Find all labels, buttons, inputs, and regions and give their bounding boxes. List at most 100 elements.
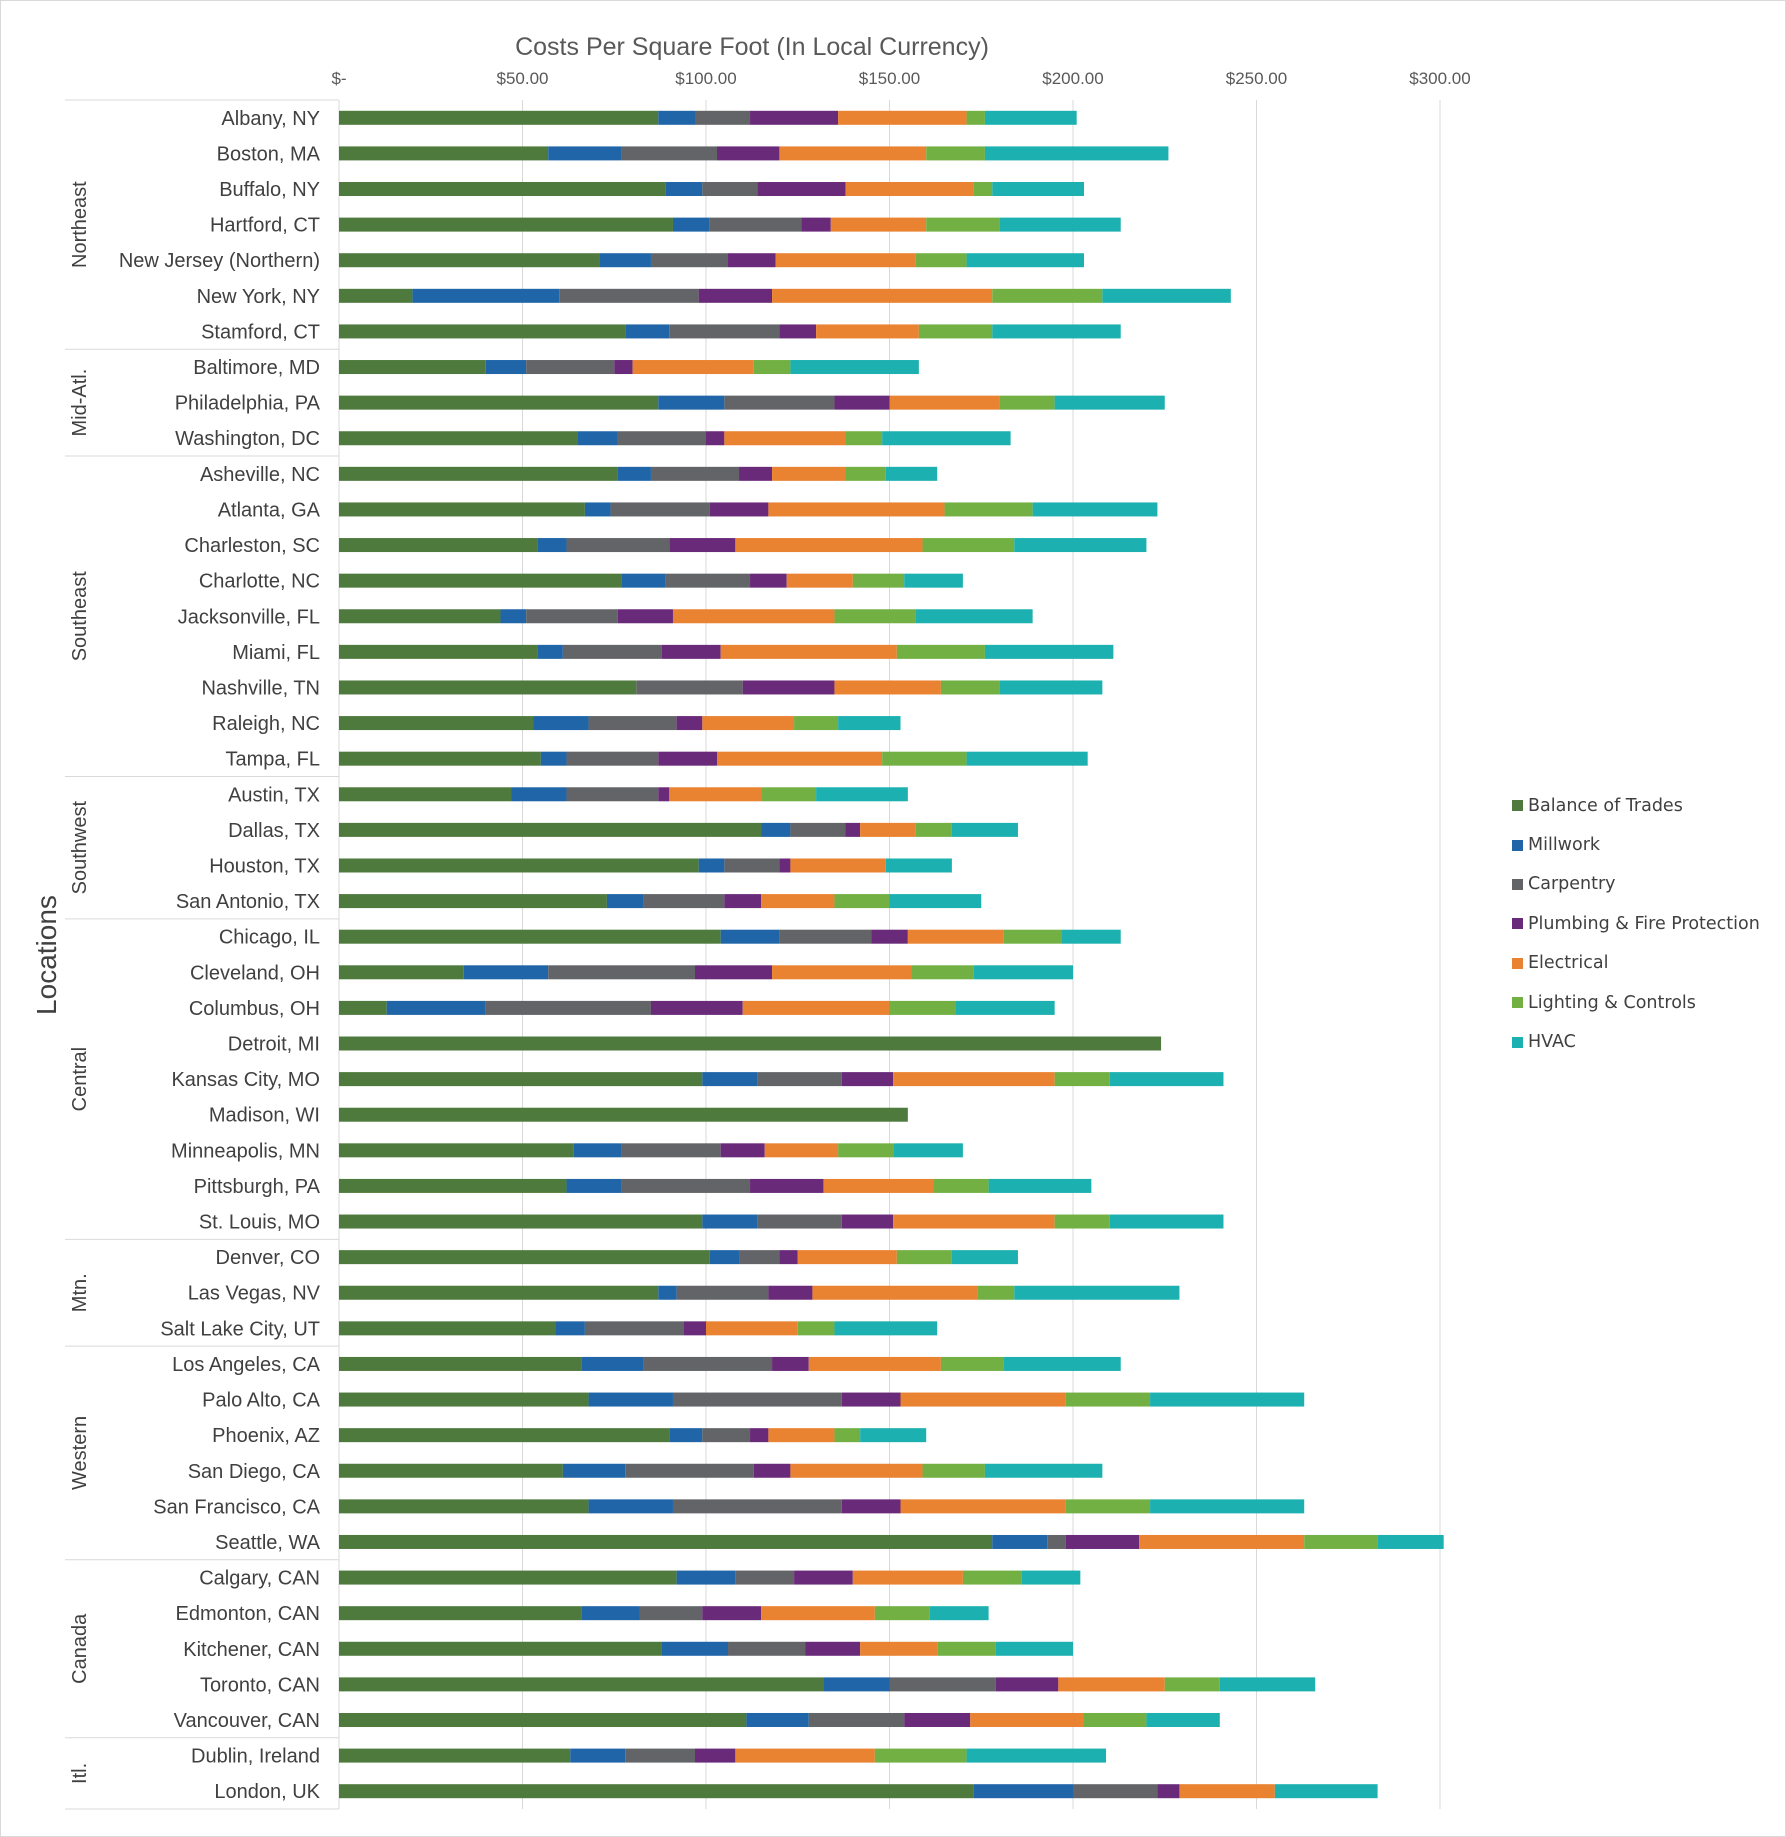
legend-swatch	[1512, 878, 1523, 890]
bar-segment	[339, 217, 673, 232]
bar-segment	[882, 751, 967, 766]
bar-segment	[772, 965, 912, 980]
bar-segment	[768, 502, 945, 517]
bar-segment	[845, 466, 886, 481]
x-tick-label: $200.00	[1042, 69, 1103, 88]
bar-segment	[339, 466, 618, 481]
bar-segment	[1164, 1677, 1220, 1692]
bar-segment	[625, 324, 670, 339]
category-label: Los Angeles, CA	[172, 1354, 321, 1376]
bar-segment	[988, 1178, 1092, 1193]
bar-segment	[1065, 1392, 1151, 1407]
bar-segment	[702, 1072, 758, 1087]
bar-segment	[889, 1000, 956, 1015]
bar-segment	[511, 787, 567, 802]
bar-segment	[966, 1748, 1107, 1763]
bar-segment	[772, 1356, 809, 1371]
bar-segment	[768, 1285, 813, 1300]
bar-segment	[973, 1784, 1073, 1799]
bar-segment	[584, 1321, 684, 1336]
bar-segment	[1073, 1784, 1158, 1799]
bar-segment	[742, 1000, 890, 1015]
bar-segment	[709, 502, 769, 517]
bar-segment	[970, 1712, 1085, 1727]
bar-segment	[742, 680, 835, 695]
bar-segment	[621, 1143, 721, 1158]
bar-segment	[617, 431, 706, 446]
bar-segment	[885, 466, 938, 481]
bar-segment	[559, 288, 699, 303]
bar-segment	[1061, 929, 1121, 944]
bar-segment	[584, 502, 611, 517]
bar-segment	[339, 1214, 703, 1229]
bar-segment	[617, 609, 673, 624]
bar-segment	[966, 751, 1088, 766]
bar-segment	[339, 1748, 571, 1763]
bar-segment	[625, 1748, 695, 1763]
bar-segment	[757, 1072, 842, 1087]
bar-segment	[860, 822, 916, 837]
bar-segment	[940, 1356, 1004, 1371]
group-label: Mtn.	[69, 1273, 91, 1312]
bar-segment	[339, 110, 659, 125]
bar-segment	[643, 894, 725, 909]
bar-segment	[694, 1748, 736, 1763]
bar-segment	[339, 1606, 582, 1621]
bar-segment	[915, 253, 967, 268]
bar-segment	[1054, 1072, 1110, 1087]
bar-segment	[339, 965, 464, 980]
category-label: Denver, CO	[216, 1247, 320, 1269]
category-label: Minneapolis, MN	[171, 1140, 320, 1162]
bar-segment	[728, 253, 776, 268]
group-label: Western	[69, 1416, 91, 1490]
bar-segment	[533, 716, 589, 731]
legend-swatch	[1512, 839, 1523, 851]
bar-segment	[999, 680, 1103, 695]
bar-segment	[617, 466, 651, 481]
category-label: Palo Alto, CA	[202, 1390, 321, 1412]
bar-segment	[750, 573, 787, 588]
bar-segment	[757, 1214, 842, 1229]
category-label: Miami, FL	[232, 642, 320, 664]
bar-segment	[339, 787, 512, 802]
bar-segment	[339, 894, 607, 909]
bar-segment	[999, 395, 1055, 410]
bar-segment	[581, 1606, 640, 1621]
bar-segment	[775, 253, 916, 268]
bar-segment	[537, 538, 567, 553]
category-label: Madison, WI	[209, 1105, 320, 1127]
bar-segment	[984, 146, 1169, 161]
bar-segment	[573, 1143, 622, 1158]
bar-segment	[889, 894, 982, 909]
bar-segment	[933, 1178, 989, 1193]
bar-segment	[834, 609, 916, 624]
category-label: Washington, DC	[175, 428, 320, 450]
bar-segment	[555, 1321, 585, 1336]
bar-segment	[944, 502, 1033, 517]
bar-segment	[500, 609, 527, 624]
bar-segment	[794, 716, 839, 731]
group-label: Southwest	[69, 801, 91, 895]
bar-segment	[339, 1784, 974, 1799]
x-tick-label: $150.00	[859, 69, 920, 88]
bar-segment	[735, 538, 923, 553]
bar-segment	[1377, 1534, 1444, 1549]
bar-segment	[984, 110, 1077, 125]
bar-segment	[339, 1641, 662, 1656]
bar-segment	[676, 1570, 736, 1585]
bar-segment	[779, 929, 872, 944]
bar-segment	[683, 1321, 706, 1336]
x-tick-label: $100.00	[675, 69, 736, 88]
bar-segment	[900, 1499, 1066, 1514]
bar-segment	[588, 1499, 673, 1514]
bar-segment	[805, 1641, 861, 1656]
category-label: Salt Lake City, UT	[160, 1318, 320, 1340]
bar-segment	[339, 716, 534, 731]
bar-segment	[672, 217, 710, 232]
bar-segment	[339, 1321, 556, 1336]
bar-segment	[658, 751, 718, 766]
legend-swatch	[1512, 957, 1523, 969]
bar-segment	[599, 253, 651, 268]
group-label: Canada	[69, 1613, 91, 1684]
bar-segment	[1054, 395, 1165, 410]
